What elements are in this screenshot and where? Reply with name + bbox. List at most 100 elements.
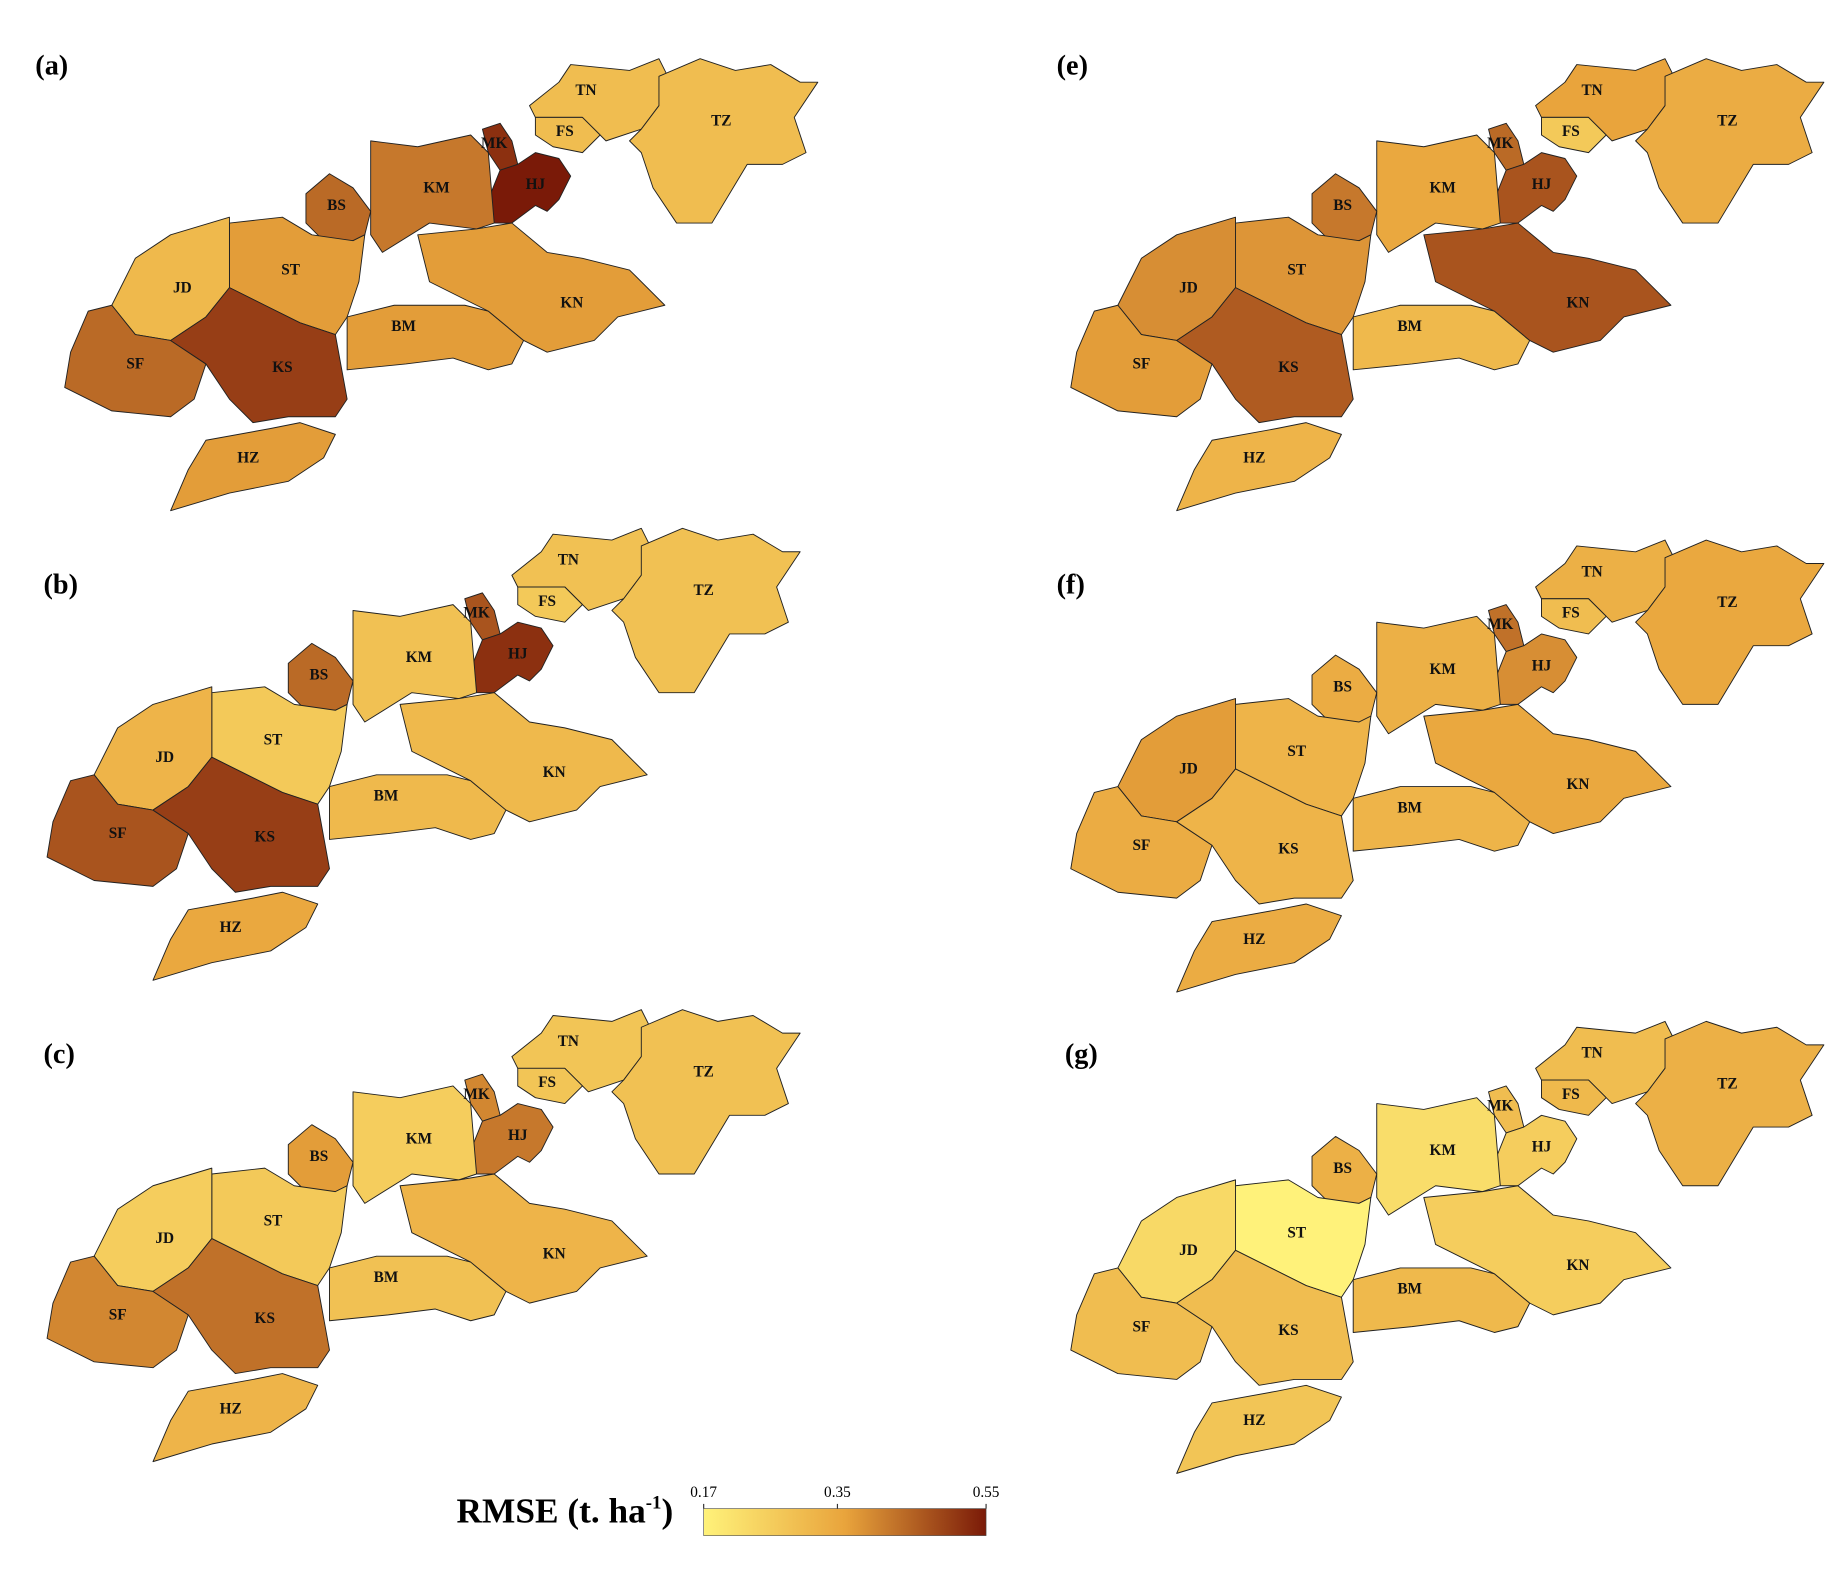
region xyxy=(329,774,507,840)
panel-label: (g) xyxy=(1065,1039,1098,1070)
region-label: HZ xyxy=(220,1400,242,1417)
region-label: BM xyxy=(1397,318,1422,335)
region-label: KN xyxy=(543,1246,566,1263)
region-label: SF xyxy=(1132,837,1150,854)
region xyxy=(170,422,336,512)
region xyxy=(611,1009,801,1175)
region-label: FS xyxy=(1562,123,1580,140)
region-label: KN xyxy=(1566,295,1589,312)
region-label: BM xyxy=(374,788,399,805)
region xyxy=(1352,1267,1531,1333)
region-label: HZ xyxy=(1243,450,1265,467)
region-label: JD xyxy=(1179,1242,1198,1259)
region-label: KS xyxy=(1278,359,1298,376)
region-label: FS xyxy=(1562,605,1580,622)
region xyxy=(152,1238,330,1375)
region-label: KM xyxy=(406,649,432,666)
region-label: HJ xyxy=(508,646,528,663)
region-label: BM xyxy=(391,318,416,335)
region-label: KM xyxy=(1429,180,1455,197)
region-label: TZ xyxy=(711,113,731,130)
region xyxy=(1423,703,1672,835)
region-label: JD xyxy=(155,1230,174,1247)
region xyxy=(352,604,478,723)
map-panel: TN TZ FS MK HJ KM BS ST JD SF KS BM KN HZ xyxy=(1070,1020,1825,1474)
region xyxy=(1541,598,1607,635)
map-panel: TN TZ FS MK HJ KM BS ST JD SF KS BM KN HZ xyxy=(46,1009,801,1463)
region-label: KN xyxy=(1566,1257,1589,1274)
region xyxy=(417,222,666,353)
region xyxy=(1541,116,1607,154)
region-label: TZ xyxy=(1717,113,1737,130)
region xyxy=(1176,768,1354,905)
region-label: SF xyxy=(1132,356,1150,373)
region-label: JD xyxy=(173,279,192,296)
region-label: MK xyxy=(463,1086,489,1103)
region-label: TN xyxy=(1581,1045,1602,1062)
region-label: KM xyxy=(1429,1142,1455,1159)
region-label: TN xyxy=(558,1033,579,1050)
region-label: MK xyxy=(481,135,507,152)
region xyxy=(1176,1384,1342,1474)
region-label: ST xyxy=(1287,743,1306,760)
region-label: KM xyxy=(1429,661,1455,678)
region-label: TZ xyxy=(693,582,713,599)
panel-label: (c) xyxy=(44,1039,75,1070)
region xyxy=(352,1085,478,1204)
region-label: TN xyxy=(575,82,596,99)
region xyxy=(1176,1249,1354,1386)
region-label: TN xyxy=(558,552,579,569)
region-label: KS xyxy=(272,359,292,376)
region xyxy=(517,586,583,623)
panel-label: (b) xyxy=(44,569,78,600)
region-label: FS xyxy=(538,1074,556,1091)
region xyxy=(170,287,348,424)
region-label: HZ xyxy=(237,450,259,467)
region xyxy=(1376,615,1501,735)
region xyxy=(1376,1097,1501,1216)
region xyxy=(629,58,819,224)
panel-label: (a) xyxy=(35,51,68,82)
figure-body: RMSE (t. ha-1) (a) TN TZ FS MK HJ KM BS ST JD SF KS… xyxy=(35,51,1825,1536)
region-label: SF xyxy=(109,1307,127,1324)
region xyxy=(1176,422,1342,512)
region-label: BS xyxy=(1333,678,1352,695)
region-label: ST xyxy=(264,731,283,748)
region xyxy=(1635,58,1825,224)
region xyxy=(1635,539,1825,705)
region-label: JD xyxy=(1179,279,1198,296)
region-label: BS xyxy=(310,1148,329,1165)
region-label: KS xyxy=(1278,840,1298,857)
region-label: TZ xyxy=(1717,1075,1737,1092)
region-label: FS xyxy=(556,123,574,140)
region xyxy=(152,756,330,893)
region-label: BS xyxy=(327,197,346,214)
colorbar-title: RMSE (t. ha-1) xyxy=(457,1492,674,1531)
region-label: SF xyxy=(126,356,144,373)
region-label: JD xyxy=(155,749,174,766)
region-label: TN xyxy=(1581,563,1602,580)
region xyxy=(370,134,495,253)
panel-label: (f) xyxy=(1057,569,1085,600)
panel-label: (e) xyxy=(1057,51,1088,82)
region-label: TZ xyxy=(1717,594,1737,611)
colorbar-title-close: ) xyxy=(661,1492,673,1531)
region-label: KS xyxy=(255,1310,275,1327)
region xyxy=(1423,222,1672,353)
colorbar-title-sup: -1 xyxy=(646,1493,662,1514)
map-panel: TN TZ FS MK HJ KM BS ST JD SF KS BM KN HZ xyxy=(64,58,819,512)
region-label: ST xyxy=(1287,1224,1306,1241)
region-label: HZ xyxy=(1243,1412,1265,1429)
region-label: KN xyxy=(543,764,566,781)
colorbar xyxy=(703,1508,987,1536)
map-panel: TN TZ FS MK HJ KM BS ST JD SF KS BM KN HZ xyxy=(1070,58,1825,512)
region-label: FS xyxy=(1562,1086,1580,1103)
colorbar-tick-label: 0.35 xyxy=(824,1484,851,1501)
region-label: TN xyxy=(1581,82,1602,99)
region-label: HJ xyxy=(526,176,546,193)
region xyxy=(346,304,525,371)
region xyxy=(534,116,601,154)
region-label: HJ xyxy=(508,1127,528,1144)
